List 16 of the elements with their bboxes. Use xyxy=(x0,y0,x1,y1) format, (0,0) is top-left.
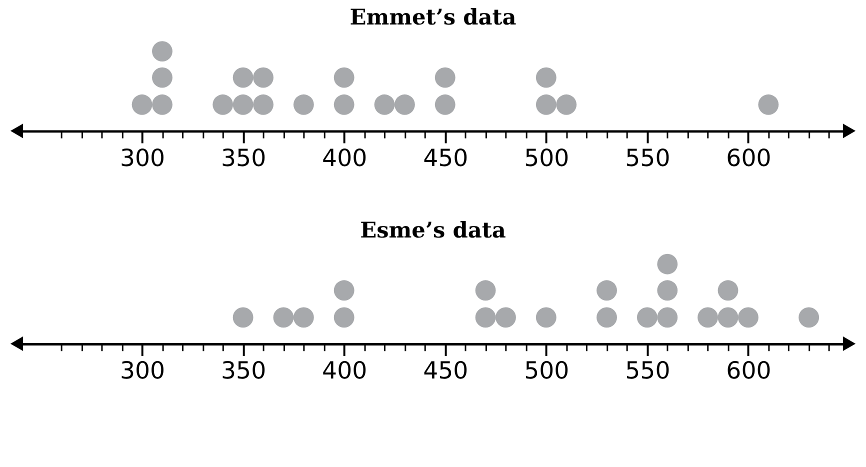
x-tick-label: 400 xyxy=(322,356,368,385)
x-tick-label: 450 xyxy=(423,356,468,385)
x-tick-label: 400 xyxy=(322,144,368,172)
x-tick-label: 550 xyxy=(625,356,670,385)
x-tick-label: 500 xyxy=(524,144,570,172)
x-tick-label: 300 xyxy=(120,144,166,172)
x-tick-label: 500 xyxy=(524,356,570,385)
x-tick-label: 350 xyxy=(221,144,266,172)
x-tick-label: 350 xyxy=(221,356,266,385)
chart-title: Esme’s data xyxy=(360,218,506,244)
x-tick-label: 550 xyxy=(625,144,670,172)
x-tick-label: 600 xyxy=(726,356,772,385)
x-tick-label: 300 xyxy=(120,356,166,385)
x-tick-label: 600 xyxy=(726,144,772,172)
chart-title: Emmet’s data xyxy=(350,6,516,31)
x-tick-label: 450 xyxy=(423,144,468,172)
